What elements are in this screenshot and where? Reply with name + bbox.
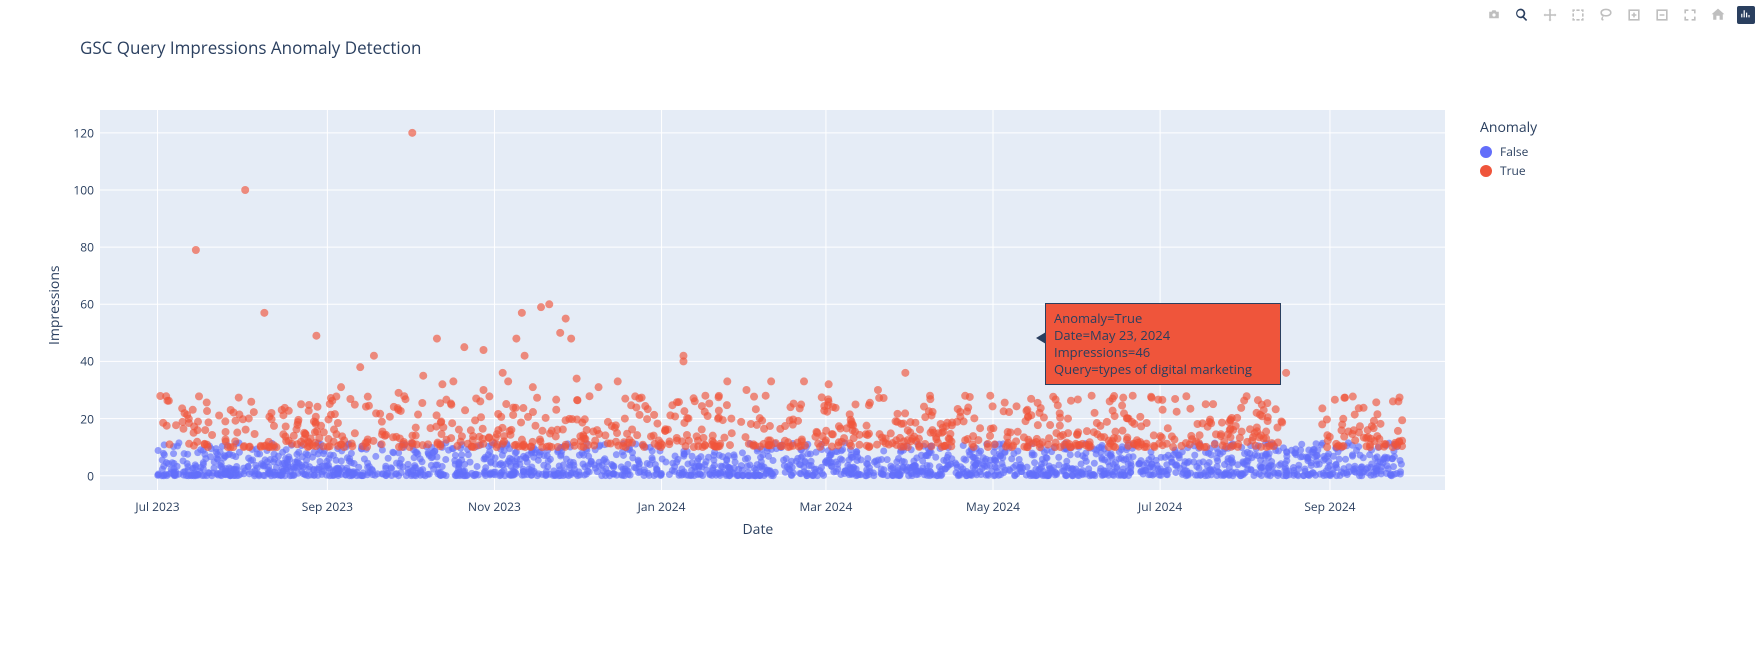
y-tick-label: 20	[66, 410, 94, 427]
zoom-in-icon[interactable]	[1625, 6, 1643, 24]
legend-item-false[interactable]: False	[1480, 143, 1537, 160]
legend-marker-icon	[1480, 146, 1492, 158]
y-tick-label: 120	[66, 124, 94, 141]
x-tick-label: Jan 2024	[638, 498, 686, 515]
x-axis-title: Date	[743, 520, 774, 539]
legend-item-label: True	[1500, 162, 1526, 179]
y-tick-label: 60	[66, 296, 94, 313]
home-icon[interactable]	[1709, 6, 1727, 24]
zoom-icon[interactable]	[1513, 6, 1531, 24]
modebar	[1485, 6, 1755, 24]
legend-title: Anomaly	[1480, 118, 1537, 137]
y-tick-label: 100	[66, 182, 94, 199]
plotly-logo-icon[interactable]	[1737, 6, 1755, 24]
legend: Anomaly False True	[1480, 118, 1537, 181]
chart-container: GSC Query Impressions Anomaly Detection …	[0, 0, 1763, 651]
x-tick-label: Mar 2024	[799, 498, 852, 515]
y-tick-label: 0	[66, 467, 94, 484]
x-tick-label: Jul 2024	[1138, 498, 1182, 515]
lasso-icon[interactable]	[1597, 6, 1615, 24]
legend-marker-icon	[1480, 165, 1492, 177]
x-tick-label: Sep 2024	[1304, 498, 1355, 515]
legend-item-label: False	[1500, 143, 1528, 160]
select-box-icon[interactable]	[1569, 6, 1587, 24]
pan-icon[interactable]	[1541, 6, 1559, 24]
x-tick-label: May 2024	[966, 498, 1020, 515]
y-tick-label: 80	[66, 239, 94, 256]
autoscale-icon[interactable]	[1681, 6, 1699, 24]
camera-icon[interactable]	[1485, 6, 1503, 24]
y-axis-title: Impressions	[45, 265, 64, 345]
legend-item-true[interactable]: True	[1480, 162, 1537, 179]
y-tick-label: 40	[66, 353, 94, 370]
x-tick-label: Sep 2023	[302, 498, 353, 515]
zoom-out-icon[interactable]	[1653, 6, 1671, 24]
x-tick-label: Nov 2023	[468, 498, 521, 515]
x-tick-label: Jul 2023	[135, 498, 179, 515]
plot-svg	[0, 0, 1763, 651]
